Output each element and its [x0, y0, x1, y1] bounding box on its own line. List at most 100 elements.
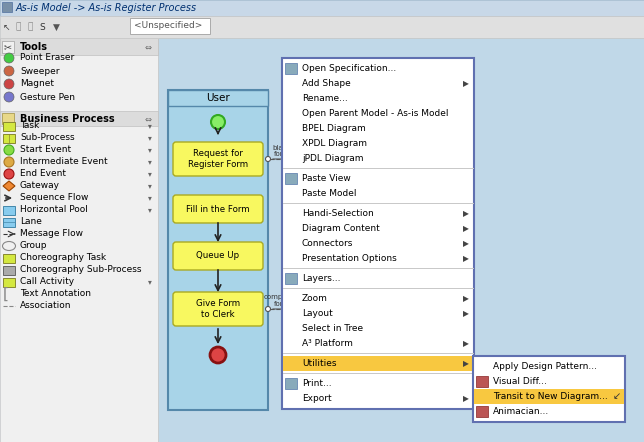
Bar — [476, 376, 488, 387]
Text: ▾: ▾ — [148, 157, 152, 167]
Text: Open Parent Model - As-is Model: Open Parent Model - As-is Model — [302, 109, 448, 118]
Text: ▼: ▼ — [53, 23, 59, 31]
Bar — [3, 266, 15, 275]
Bar — [285, 63, 297, 74]
Circle shape — [4, 145, 14, 155]
Text: Magnet: Magnet — [20, 80, 54, 88]
Text: Start Event: Start Event — [20, 145, 71, 155]
Text: Lane: Lane — [20, 217, 42, 226]
Circle shape — [4, 79, 14, 89]
Text: [: [ — [3, 286, 9, 301]
Text: Task: Task — [20, 122, 39, 130]
Text: S: S — [39, 23, 45, 31]
Text: Export: Export — [302, 394, 332, 403]
Circle shape — [265, 156, 270, 161]
Text: Point Eraser: Point Eraser — [20, 53, 74, 62]
Text: Diagram Content: Diagram Content — [302, 224, 380, 233]
Text: Queue Up: Queue Up — [196, 251, 240, 260]
Bar — [0, 0, 644, 16]
Bar — [285, 173, 297, 184]
Text: Add Shape: Add Shape — [302, 79, 351, 88]
Text: ✂: ✂ — [4, 42, 12, 52]
Text: ▶: ▶ — [463, 359, 469, 368]
Text: ▾: ▾ — [148, 206, 152, 214]
Bar — [3, 278, 15, 287]
Text: ▶: ▶ — [463, 79, 469, 88]
Text: User: User — [206, 93, 230, 103]
Text: ⇔: ⇔ — [145, 114, 152, 123]
Text: Request for
Register Form: Request for Register Form — [188, 149, 248, 169]
Text: Apply Design Pattern...: Apply Design Pattern... — [493, 362, 597, 371]
Text: ▾: ▾ — [148, 194, 152, 202]
Text: Paste View: Paste View — [302, 174, 351, 183]
Bar — [3, 206, 15, 215]
Circle shape — [4, 169, 14, 179]
Circle shape — [211, 115, 225, 129]
Bar — [2, 2, 12, 12]
Text: Intermediate Event: Intermediate Event — [20, 157, 108, 167]
Text: Print...: Print... — [302, 379, 332, 388]
Text: A³ Platform: A³ Platform — [302, 339, 353, 348]
Text: Business Process: Business Process — [20, 114, 115, 124]
Text: Message Flow: Message Flow — [20, 229, 83, 239]
Bar — [130, 18, 210, 34]
Bar — [283, 356, 473, 371]
Text: XPDL Diagram: XPDL Diagram — [302, 139, 367, 148]
Text: Sweeper: Sweeper — [20, 66, 59, 76]
Bar — [285, 378, 297, 389]
Text: jPDL Diagram: jPDL Diagram — [302, 154, 363, 163]
Bar — [0, 38, 158, 442]
Text: ⇔: ⇔ — [145, 42, 152, 52]
Text: Connectors: Connectors — [302, 239, 354, 248]
Bar — [3, 254, 15, 263]
Text: ▾: ▾ — [148, 122, 152, 130]
Bar — [3, 134, 15, 143]
Bar — [0, 111, 158, 126]
Text: ▶: ▶ — [463, 254, 469, 263]
Polygon shape — [3, 181, 15, 191]
Text: Select in Tree: Select in Tree — [302, 324, 363, 333]
Text: ▾: ▾ — [148, 169, 152, 179]
Circle shape — [210, 347, 226, 363]
FancyBboxPatch shape — [173, 242, 263, 270]
Text: Layers...: Layers... — [302, 274, 341, 283]
Text: Choreography Sub-Process: Choreography Sub-Process — [20, 266, 142, 274]
Text: BPEL Diagram: BPEL Diagram — [302, 124, 366, 133]
Text: ↙: ↙ — [613, 392, 621, 401]
Text: Horizontal Pool: Horizontal Pool — [20, 206, 88, 214]
Text: Sub-Process: Sub-Process — [20, 133, 75, 142]
Bar — [0, 16, 644, 38]
Text: blank
form: blank form — [272, 145, 292, 157]
Text: Fill in the Form: Fill in the Form — [186, 205, 250, 213]
FancyBboxPatch shape — [173, 142, 263, 176]
Text: ▶: ▶ — [463, 294, 469, 303]
Text: Call Activity: Call Activity — [20, 278, 74, 286]
Bar — [3, 122, 15, 131]
Text: Visual Diff...: Visual Diff... — [493, 377, 547, 386]
Circle shape — [4, 53, 14, 63]
Text: ▾: ▾ — [148, 182, 152, 191]
Text: Zoom: Zoom — [302, 294, 328, 303]
Text: Association: Association — [20, 301, 71, 310]
Text: ✋: ✋ — [27, 23, 33, 31]
Bar — [476, 406, 488, 417]
Bar — [2, 113, 14, 124]
Text: ▶: ▶ — [463, 224, 469, 233]
Text: Choreography Task: Choreography Task — [20, 254, 106, 263]
Text: Rename...: Rename... — [302, 94, 348, 103]
Text: ▾: ▾ — [148, 145, 152, 155]
Text: ▶: ▶ — [463, 394, 469, 403]
Circle shape — [4, 92, 14, 102]
Bar — [474, 389, 624, 404]
Text: Presentation Options: Presentation Options — [302, 254, 397, 263]
Text: ▶: ▶ — [463, 239, 469, 248]
Text: ▾: ▾ — [148, 133, 152, 142]
Text: End Event: End Event — [20, 169, 66, 179]
Text: Group: Group — [20, 241, 48, 251]
Bar — [2, 41, 14, 53]
Text: Gesture Pen: Gesture Pen — [20, 92, 75, 102]
Text: ▶: ▶ — [463, 309, 469, 318]
Text: 🔒: 🔒 — [15, 23, 21, 31]
Text: Handi-Selection: Handi-Selection — [302, 209, 374, 218]
Bar — [282, 58, 474, 409]
